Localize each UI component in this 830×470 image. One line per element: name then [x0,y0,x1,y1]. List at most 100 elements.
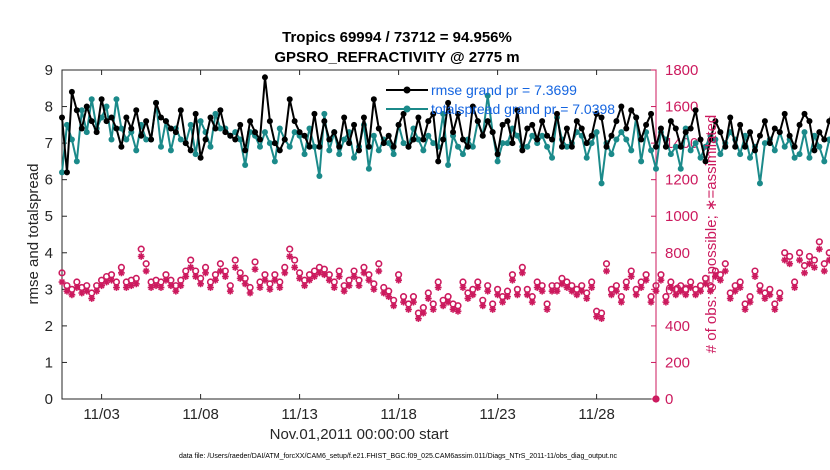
rmse-point [420,136,427,143]
totalspread-point [747,154,754,161]
obs-assimilated-point [494,291,501,299]
rmse-point [271,140,278,147]
rmse-series [59,74,830,176]
rmse-point [197,154,204,161]
obs-assimilated-point [796,256,803,264]
rmse-point [217,107,224,114]
rmse-point [786,132,793,139]
rmse-point [628,107,635,114]
rmse-point [266,118,273,125]
rmse-point [771,125,778,132]
totalspread-point [544,143,551,150]
totalspread-point [271,158,278,165]
obs-assimilated-point [617,298,625,306]
rmse-point [613,118,620,125]
totalspread-point [771,147,778,154]
y-tick-label-left: 3 [45,281,53,298]
rmse-point [375,125,382,132]
rmse-point [257,136,263,143]
y-tick-label-left: 2 [45,318,53,335]
obs-possible-point [231,256,239,264]
rmse-point [242,147,249,154]
rmse-point [578,125,585,132]
rmse-point [247,118,254,125]
y-tick-label-left: 8 [45,99,53,116]
obs-assimilated-point [360,269,368,277]
obs-assimilated-point [573,291,581,299]
obs-assimilated-point [598,315,605,322]
x-tick-label: 11/03 [83,406,119,423]
obs-assimilated-point [395,276,402,284]
totalspread-point [692,140,699,147]
obs-assimilated-point [380,289,388,297]
rmse-point [514,107,521,114]
totalspread-point [217,125,224,132]
rmse-point [237,121,244,128]
rmse-point [360,114,367,121]
obs-possible-point [786,252,794,261]
totalspread-point [623,136,630,143]
rmse-point [227,132,234,139]
totalspread-point [420,147,427,154]
obs-assimilated-point [142,267,150,275]
obs-assimilated-point [707,287,714,295]
rmse-point [172,129,179,136]
rmse-point [727,114,734,121]
totalspread-point [756,180,763,187]
rmse-point [766,140,773,147]
totalspread-point [336,151,343,158]
rmse-point [252,129,259,136]
totalspread-point [638,158,645,165]
obs-assimilated-point [702,280,709,288]
obs-assimilated-point [365,276,373,284]
totalspread-point [539,132,546,139]
obs-assimilated-point [93,287,101,295]
rmse-point [400,110,407,117]
rmse-point [123,114,130,121]
rmse-point [455,110,461,117]
rmse-point [291,118,298,125]
y-tick-label-right: 800 [665,245,690,262]
obs-assimilated-point [251,265,259,273]
obs-assimilated-point [306,276,313,284]
rmse-point [558,143,565,150]
totalspread-point [212,110,219,117]
rmse-point [474,118,481,125]
rmse-point [103,118,110,125]
y-tick-label-left: 0 [45,391,53,408]
rmse-point [430,110,437,117]
rmse-point [737,121,744,128]
totalspread-point [801,129,808,136]
obs-assimilated-point [563,284,571,291]
y-tick-label-right: 1800 [665,62,698,79]
obs-assimilated-point [311,273,318,280]
y-tick-label-right: 200 [665,354,690,371]
rmse-point [781,110,788,117]
x-tick-label: 11/23 [479,406,515,423]
totalspread-point [494,158,501,165]
totalspread-point [291,129,298,136]
x-tick-label: 11/28 [578,406,614,423]
rmse-point [806,118,813,125]
rmse-point [717,129,724,136]
totalspread-point [73,158,80,165]
obs-assimilated-point [266,285,274,293]
obs-assimilated-point [731,287,739,295]
obs-assimilated-point [667,284,675,291]
rmse-point [573,118,580,125]
obs-assimilated-point [553,287,561,295]
totalspread-point [648,147,655,154]
legend: rmse grand pr = 7.3699 totalspread grand… [386,82,615,117]
obs-assimilated-point [736,284,744,291]
totalspread-point [286,143,293,150]
rmse-point [549,136,556,143]
obs-assimilated-point [301,282,308,290]
totalspread-point [514,132,521,139]
rmse-point [440,136,447,143]
obs-assimilated-point [652,395,660,403]
obs-possible-point [137,245,145,253]
totalspread-point [68,136,75,143]
totalspread-point [440,110,447,117]
totalspread-point [459,151,466,158]
totalspread-point [103,103,110,110]
